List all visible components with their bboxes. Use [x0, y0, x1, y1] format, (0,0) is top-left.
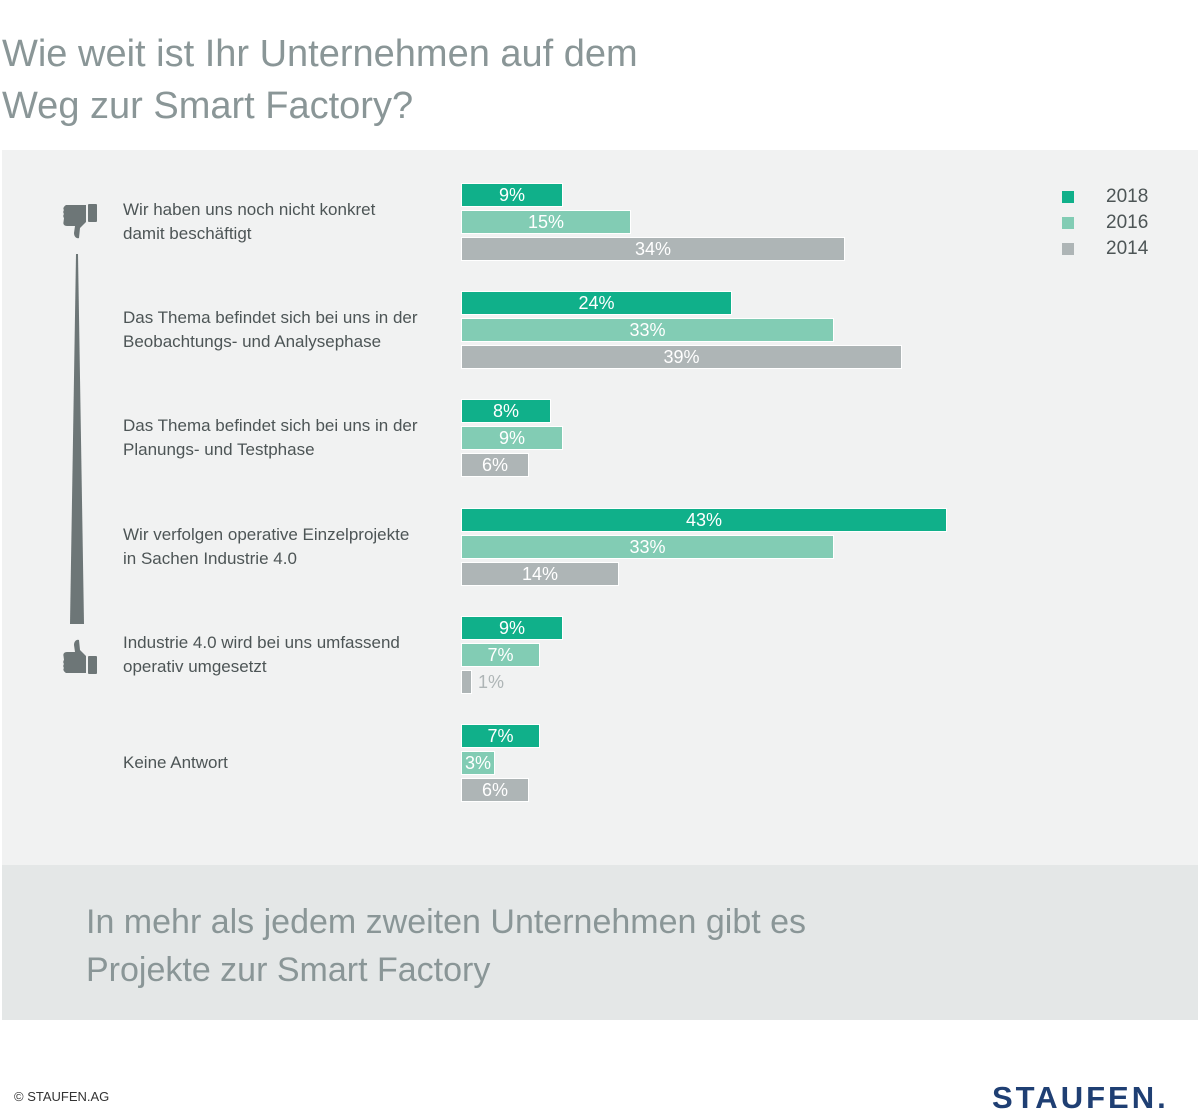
legend: 2018 2016 2014: [1060, 185, 1180, 263]
category-label-0: Wir haben uns noch nicht konkret damit be…: [123, 198, 453, 246]
category-label-4-line-0: Industrie 4.0 wird bei uns umfassend: [123, 632, 400, 652]
category-label-1: Das Thema befindet sich bei uns in der Be…: [123, 306, 453, 354]
bar-2014-4: [461, 670, 472, 694]
conclusion-band: [2, 865, 1198, 1020]
legend-label-2018: 2018: [1106, 186, 1149, 207]
category-label-4: Industrie 4.0 wird bei uns umfassend oper…: [123, 631, 453, 679]
conclusion-text: In mehr als jedem zweiten Unternehmen gi…: [86, 898, 1086, 994]
chart-title-line-1: Wie weit ist Ihr Unternehmen auf dem: [2, 33, 638, 75]
data-label-2016-3: 33%: [629, 537, 666, 557]
bar-2016-5: [461, 751, 495, 775]
legend-item-2014: 2014: [1060, 237, 1180, 263]
bar-2018-5: [461, 724, 540, 748]
data-label-2014-3: 14%: [521, 564, 559, 584]
bar-2018-2: [461, 399, 551, 423]
copyright-notice: © STAUFEN.AG: [14, 1089, 110, 1104]
data-label-2018-0: 9%: [498, 185, 525, 205]
category-label-2-line-0: Das Thema befindet sich bei uns in der: [123, 416, 418, 436]
category-label-2-line-1: Planungs- und Testphase: [123, 440, 315, 460]
bar-2018-1: [461, 291, 732, 315]
category-label-5-line-0: Keine Antwort: [123, 753, 228, 772]
data-label-2018-3: 43%: [685, 510, 723, 530]
data-label-2018-2: 8%: [492, 401, 519, 421]
bar-2014-0: [461, 237, 845, 261]
category-label-4-line-1: operativ umgesetzt: [123, 656, 267, 676]
bar-2016-2: [461, 426, 563, 450]
bar-2018-3: [461, 508, 947, 532]
bar-2016-3: [461, 535, 834, 559]
data-label-2014-2: 6%: [481, 455, 508, 475]
category-label-5: Keine Antwort: [123, 751, 453, 775]
data-label-2016-4: 7%: [487, 645, 514, 665]
bar-2018-0: [461, 183, 563, 207]
data-label-2014-0: 34%: [634, 239, 672, 259]
chart-panel: [2, 150, 1198, 865]
category-label-2: Das Thema befindet sich bei uns in der Pl…: [123, 414, 453, 462]
legend-item-2018: 2018: [1060, 185, 1180, 211]
data-label-2016-5: 3%: [464, 753, 491, 773]
data-label-2016-0: 15%: [527, 212, 565, 232]
chart-title: Wie weit ist Ihr Unternehmen auf dem Weg…: [2, 28, 902, 132]
staufen-logo: STAUFEN.: [992, 1080, 1169, 1115]
category-label-3-line-0: Wir verfolgen operative Einzelprojekte: [123, 524, 410, 544]
bar-2016-1: [461, 318, 834, 342]
category-label-3-line-1: in Sachen Industrie 4.0: [123, 548, 297, 568]
data-label-2016-2: 9%: [498, 428, 525, 448]
category-label-1-line-1: Beobachtungs- und Analysephase: [123, 332, 382, 352]
legend-item-2016: 2016: [1060, 211, 1180, 237]
bar-2018-4: [461, 616, 563, 640]
thumbs-down-icon: [63, 204, 97, 239]
bar-2014-1: [461, 345, 902, 369]
data-label-2016-1: 33%: [629, 320, 666, 340]
bar-2014-5: [461, 778, 529, 802]
legend-label-2016: 2016: [1106, 212, 1149, 233]
data-label-2014-5: 6%: [481, 780, 508, 800]
category-label-0-line-0: Wir haben uns noch nicht konkret: [123, 200, 376, 219]
scale-wedge: [70, 254, 84, 624]
data-label-2014-4: 1%: [478, 672, 505, 692]
category-label-3: Wir verfolgen operative Einzelprojekte in…: [123, 523, 453, 571]
category-label-1-line-0: Das Thema befindet sich bei uns in der: [123, 308, 418, 328]
conclusion-line-1: In mehr als jedem zweiten Unternehmen gi…: [86, 903, 807, 941]
data-label-2018-4: 9%: [498, 618, 525, 638]
bar-2016-0: [461, 210, 631, 234]
data-label-2018-1: 24%: [578, 293, 615, 313]
legend-swatch-2018: [1062, 191, 1074, 203]
chart-title-line-2: Weg zur Smart Factory?: [2, 85, 414, 127]
data-label-2014-1: 39%: [663, 347, 700, 367]
legend-swatch-2016: [1062, 217, 1074, 229]
data-label-2018-5: 7%: [487, 726, 514, 746]
bar-2014-2: [461, 453, 529, 477]
bar-2014-3: [461, 562, 619, 586]
legend-label-2014: 2014: [1106, 238, 1149, 259]
conclusion-line-2: Projekte zur Smart Factory: [86, 951, 491, 989]
category-label-0-line-1: damit beschäftigt: [123, 224, 252, 243]
legend-swatch-2014: [1062, 243, 1074, 255]
thumbs-up-icon: [63, 639, 97, 674]
bar-2016-4: [461, 643, 540, 667]
